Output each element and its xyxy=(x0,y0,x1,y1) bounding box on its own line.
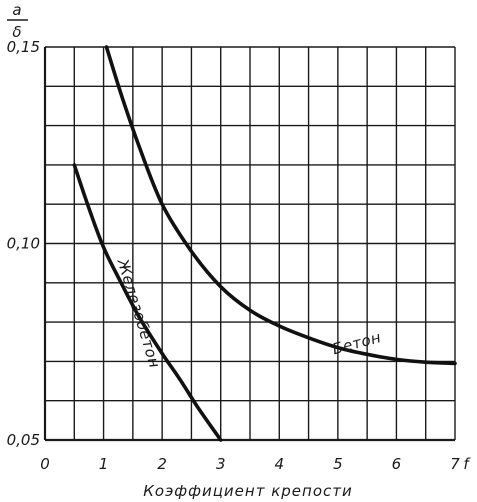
y-tick-label: 0,10 xyxy=(7,235,40,253)
y-tick-label: 0,15 xyxy=(7,38,40,56)
x-tick-label: 5 xyxy=(333,455,343,473)
x-tick-label: 6 xyxy=(392,455,402,473)
chart-series xyxy=(72,45,457,442)
x-tick-label: 7 xyxy=(450,455,460,473)
series-label-reinforced-concrete: Железобетон xyxy=(113,256,164,370)
y-axis-label-numerator: a xyxy=(12,1,21,19)
series-line-reinforced-concrete xyxy=(72,163,223,442)
x-tick-label: 3 xyxy=(216,455,226,473)
x-axis-title: Коэффициент крепости xyxy=(143,482,353,500)
y-axis-label-denominator: δ xyxy=(12,23,21,41)
series-line-concrete xyxy=(104,45,457,366)
x-tick-label: 0 xyxy=(40,455,50,473)
x-tick-label: 4 xyxy=(275,455,285,473)
x-tick-label: 2 xyxy=(157,455,167,473)
x-axis-unit: f xyxy=(463,455,471,473)
x-tick-label: 1 xyxy=(99,455,109,473)
chart-grid xyxy=(43,46,456,442)
y-tick-label: 0,05 xyxy=(7,431,40,449)
chart-ticks: 0 1 2 3 4 5 6 7 0,05 0,10 0,15 xyxy=(7,38,461,473)
